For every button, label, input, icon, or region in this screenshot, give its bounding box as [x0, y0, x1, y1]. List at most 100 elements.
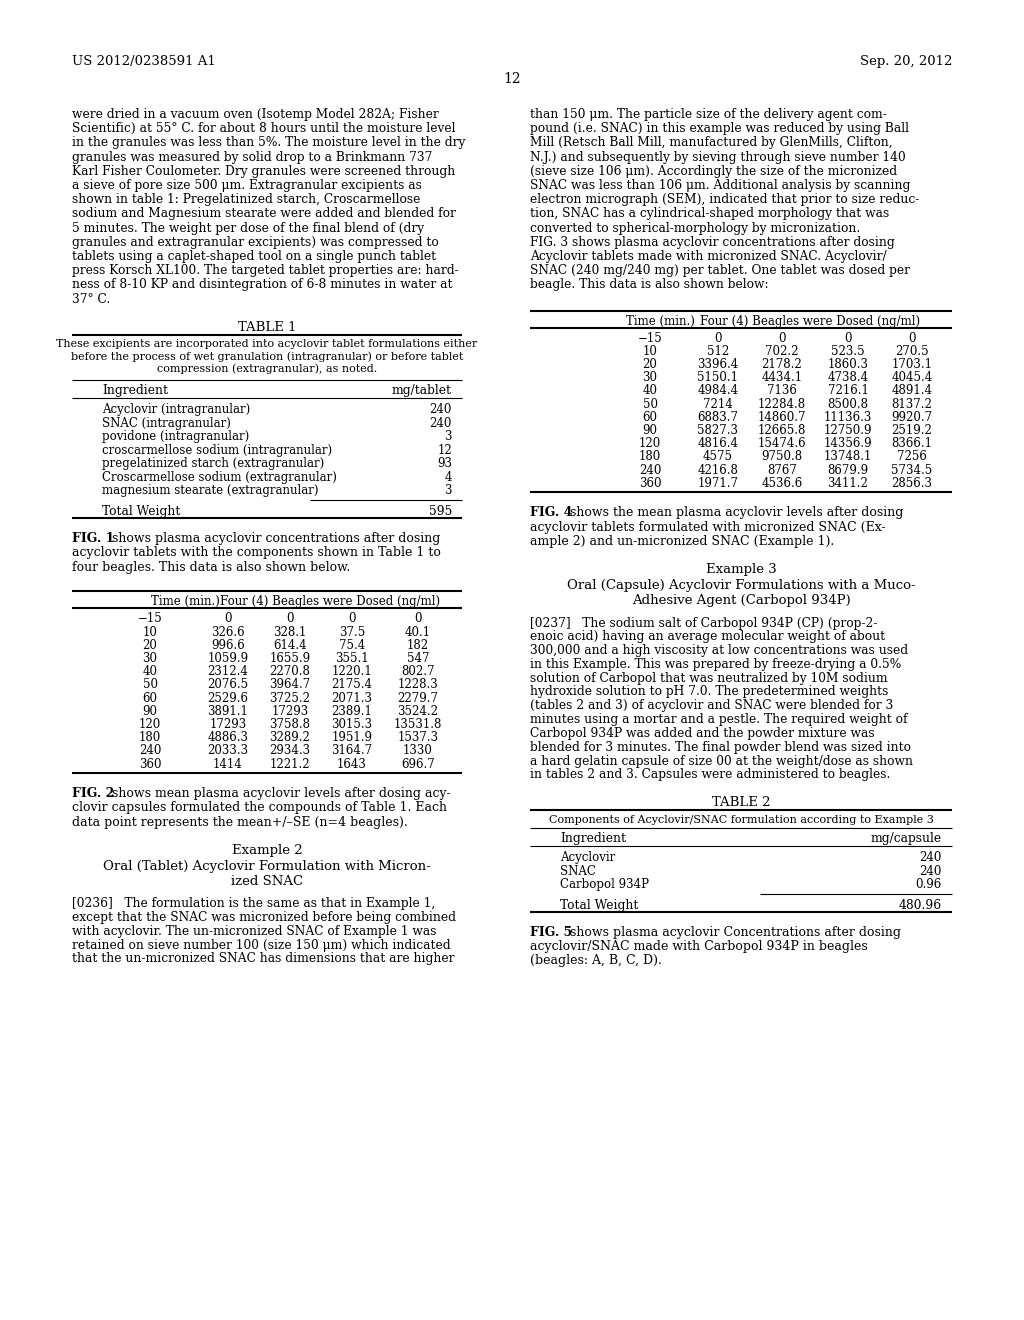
Text: granules and extragranular excipients) was compressed to: granules and extragranular excipients) w…: [72, 236, 438, 248]
Text: 14860.7: 14860.7: [758, 411, 806, 424]
Text: 0: 0: [715, 331, 722, 345]
Text: solution of Carbopol that was neutralized by 10M sodium: solution of Carbopol that was neutralize…: [530, 672, 888, 685]
Text: 326.6: 326.6: [211, 626, 245, 639]
Text: 3411.2: 3411.2: [827, 477, 868, 490]
Text: 523.5: 523.5: [831, 345, 865, 358]
Text: 50: 50: [142, 678, 158, 692]
Text: (beagles: A, B, C, D).: (beagles: A, B, C, D).: [530, 953, 662, 966]
Text: a hard gelatin capsule of size 00 at the weight/dose as shown: a hard gelatin capsule of size 00 at the…: [530, 755, 913, 767]
Text: croscarmellose sodium (intragranular): croscarmellose sodium (intragranular): [102, 444, 332, 457]
Text: than 150 μm. The particle size of the delivery agent com-: than 150 μm. The particle size of the de…: [530, 108, 887, 121]
Text: granules was measured by solid drop to a Brinkmann 737: granules was measured by solid drop to a…: [72, 150, 432, 164]
Text: 2529.6: 2529.6: [208, 692, 249, 705]
Text: Example 3: Example 3: [706, 564, 776, 577]
Text: 2934.3: 2934.3: [269, 744, 310, 758]
Text: Total Weight: Total Weight: [560, 899, 638, 912]
Text: 60: 60: [142, 692, 158, 705]
Text: 0: 0: [287, 612, 294, 626]
Text: ized SNAC: ized SNAC: [231, 875, 303, 887]
Text: were dried in a vacuum oven (Isotemp Model 282A; Fisher: were dried in a vacuum oven (Isotemp Mod…: [72, 108, 438, 121]
Text: Acyclovir (intragranular): Acyclovir (intragranular): [102, 404, 250, 416]
Text: 1537.3: 1537.3: [397, 731, 438, 744]
Text: pound (i.e. SNAC) in this example was reduced by using Ball: pound (i.e. SNAC) in this example was re…: [530, 123, 909, 135]
Text: FIG. 1: FIG. 1: [72, 532, 115, 545]
Text: 1860.3: 1860.3: [827, 358, 868, 371]
Text: 240: 240: [920, 851, 942, 865]
Text: 30: 30: [142, 652, 158, 665]
Text: Scientific) at 55° C. for about 8 hours until the moisture level: Scientific) at 55° C. for about 8 hours …: [72, 123, 456, 135]
Text: 1643: 1643: [337, 758, 367, 771]
Text: TABLE 2: TABLE 2: [712, 796, 770, 809]
Text: 355.1: 355.1: [335, 652, 369, 665]
Text: 0.96: 0.96: [915, 878, 942, 891]
Text: 5734.5: 5734.5: [891, 463, 933, 477]
Text: 595: 595: [429, 504, 452, 517]
Text: 1971.7: 1971.7: [697, 477, 738, 490]
Text: mg/capsule: mg/capsule: [870, 832, 942, 845]
Text: 4575: 4575: [703, 450, 733, 463]
Text: 3289.2: 3289.2: [269, 731, 310, 744]
Text: 12: 12: [503, 73, 521, 86]
Text: ample 2) and un-micronized SNAC (Example 1).: ample 2) and un-micronized SNAC (Example…: [530, 535, 835, 548]
Text: 4816.4: 4816.4: [697, 437, 738, 450]
Text: Adhesive Agent (Carbopol 934P): Adhesive Agent (Carbopol 934P): [632, 594, 850, 607]
Text: FIG. 2: FIG. 2: [72, 787, 115, 800]
Text: 240: 240: [430, 417, 452, 430]
Text: retained on sieve number 100 (size 150 μm) which indicated: retained on sieve number 100 (size 150 μ…: [72, 939, 451, 952]
Text: 2312.4: 2312.4: [208, 665, 249, 678]
Text: 1220.1: 1220.1: [332, 665, 373, 678]
Text: SNAC: SNAC: [560, 865, 596, 878]
Text: 300,000 and a high viscosity at low concentrations was used: 300,000 and a high viscosity at low conc…: [530, 644, 908, 657]
Text: 3524.2: 3524.2: [397, 705, 438, 718]
Text: Acyclovir: Acyclovir: [560, 851, 615, 865]
Text: 1655.9: 1655.9: [269, 652, 310, 665]
Text: 8679.9: 8679.9: [827, 463, 868, 477]
Text: 3758.8: 3758.8: [269, 718, 310, 731]
Text: SNAC (intragranular): SNAC (intragranular): [102, 417, 230, 430]
Text: 120: 120: [639, 437, 662, 450]
Text: 1414: 1414: [213, 758, 243, 771]
Text: 512: 512: [707, 345, 729, 358]
Text: 2076.5: 2076.5: [208, 678, 249, 692]
Text: 2270.8: 2270.8: [269, 665, 310, 678]
Text: 4536.6: 4536.6: [762, 477, 803, 490]
Text: 4216.8: 4216.8: [697, 463, 738, 477]
Text: 120: 120: [139, 718, 161, 731]
Text: 1703.1: 1703.1: [892, 358, 933, 371]
Text: (sieve size 106 μm). Accordingly the size of the micronized: (sieve size 106 μm). Accordingly the siz…: [530, 165, 897, 178]
Text: 17293: 17293: [209, 718, 247, 731]
Text: 180: 180: [139, 731, 161, 744]
Text: that the un-micronized SNAC has dimensions that are higher: that the un-micronized SNAC has dimensio…: [72, 953, 455, 965]
Text: 5 minutes. The weight per dose of the final blend of (dry: 5 minutes. The weight per dose of the fi…: [72, 222, 424, 235]
Text: 696.7: 696.7: [401, 758, 435, 771]
Text: 1221.2: 1221.2: [269, 758, 310, 771]
Text: 15474.6: 15474.6: [758, 437, 806, 450]
Text: 10: 10: [643, 345, 657, 358]
Text: 37° C.: 37° C.: [72, 293, 111, 306]
Text: tion, SNAC has a cylindrical-shaped morphology that was: tion, SNAC has a cylindrical-shaped morp…: [530, 207, 889, 220]
Text: compression (extragranular), as noted.: compression (extragranular), as noted.: [157, 364, 377, 375]
Text: 3725.2: 3725.2: [269, 692, 310, 705]
Text: 240: 240: [430, 404, 452, 416]
Text: 8366.1: 8366.1: [892, 437, 933, 450]
Text: 8767: 8767: [767, 463, 797, 477]
Text: a sieve of pore size 500 μm. Extragranular excipients as: a sieve of pore size 500 μm. Extragranul…: [72, 180, 422, 191]
Text: povidone (intragranular): povidone (intragranular): [102, 430, 249, 444]
Text: data point represents the mean+/–SE (n=4 beagles).: data point represents the mean+/–SE (n=4…: [72, 816, 408, 829]
Text: 1228.3: 1228.3: [397, 678, 438, 692]
Text: blended for 3 minutes. The final powder blend was sized into: blended for 3 minutes. The final powder …: [530, 741, 911, 754]
Text: [0237]   The sodium salt of Carbopol 934P (CP) (prop-2-: [0237] The sodium salt of Carbopol 934P …: [530, 616, 878, 630]
Text: 30: 30: [642, 371, 657, 384]
Text: electron micrograph (SEM), indicated that prior to size reduc-: electron micrograph (SEM), indicated tha…: [530, 193, 920, 206]
Text: Oral (Capsule) Acyclovir Formulations with a Muco-: Oral (Capsule) Acyclovir Formulations wi…: [566, 579, 915, 593]
Text: 10: 10: [142, 626, 158, 639]
Text: 547: 547: [407, 652, 429, 665]
Text: 2071.3: 2071.3: [332, 692, 373, 705]
Text: hydroxide solution to pH 7.0. The predetermined weights: hydroxide solution to pH 7.0. The predet…: [530, 685, 889, 698]
Text: 2279.7: 2279.7: [397, 692, 438, 705]
Text: N.J.) and subsequently by sieving through sieve number 140: N.J.) and subsequently by sieving throug…: [530, 150, 906, 164]
Text: 4886.3: 4886.3: [208, 731, 249, 744]
Text: 7256: 7256: [897, 450, 927, 463]
Text: 180: 180: [639, 450, 662, 463]
Text: shown in table 1: Pregelatinized starch, Croscarmellose: shown in table 1: Pregelatinized starch,…: [72, 193, 421, 206]
